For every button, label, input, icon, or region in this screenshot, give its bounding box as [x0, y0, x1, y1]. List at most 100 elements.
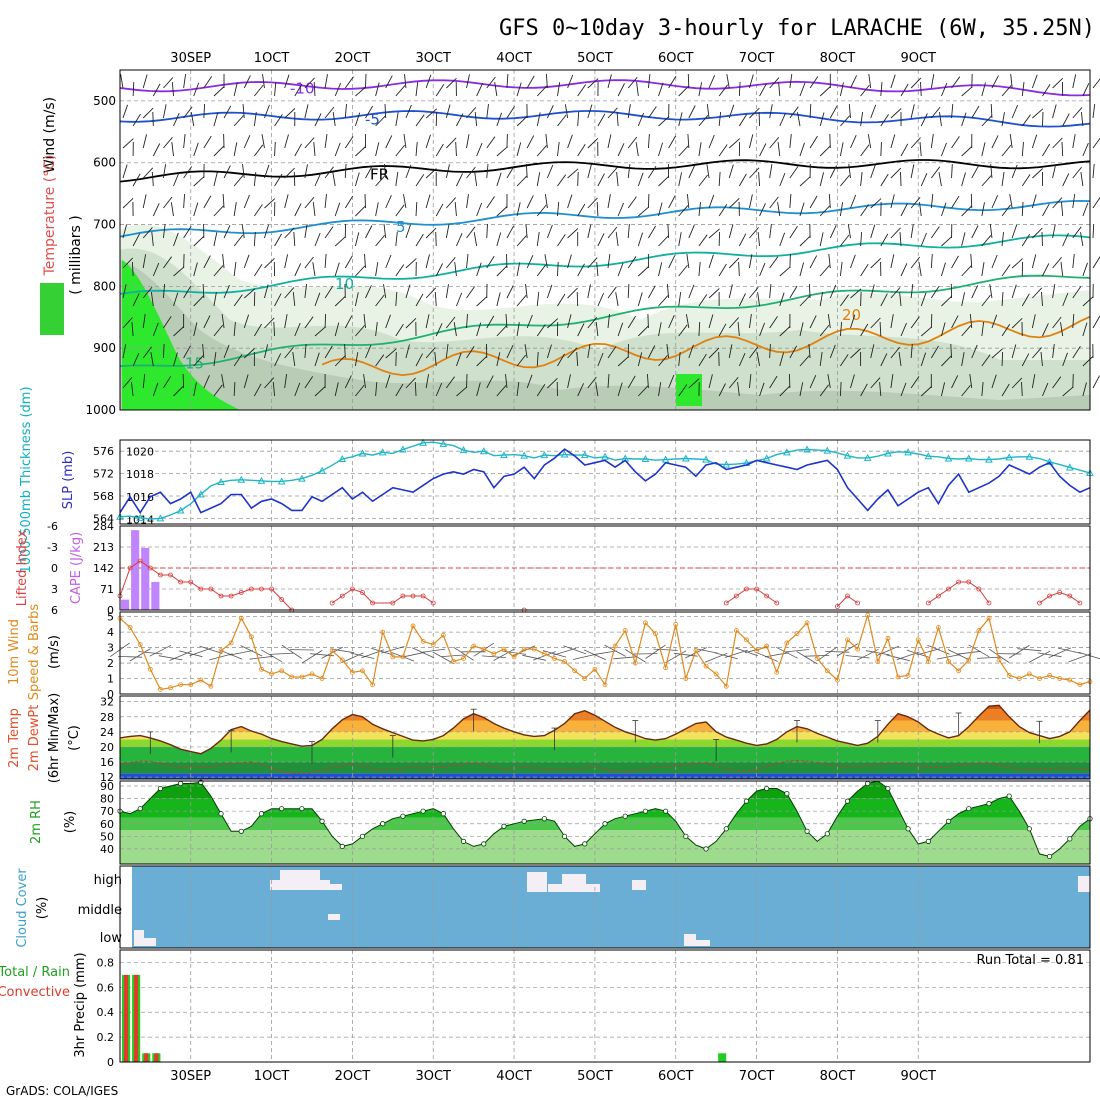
wind-barb [506, 345, 514, 359]
wind-barb [120, 74, 124, 89]
wind-barb [294, 143, 302, 157]
wind-barb [435, 84, 445, 97]
wind-barb [466, 107, 477, 119]
wind-barb [990, 103, 993, 119]
wind-barb [405, 258, 417, 269]
wind-barb [827, 374, 831, 389]
rh-point [319, 818, 325, 824]
wind-barb [799, 322, 804, 337]
wind-barb [728, 257, 740, 269]
temperature-fill-band [120, 739, 1090, 747]
wind-barb [334, 295, 346, 307]
y-tick-label: 3 [107, 642, 114, 655]
wind-speed-point [380, 629, 386, 635]
wind-speed-point [137, 642, 143, 647]
date-label: 8OCT [820, 1069, 856, 1084]
y-axis-label: (%) [63, 811, 78, 834]
wind-barb [355, 146, 366, 157]
wind-speed-point [925, 659, 931, 664]
wind-barb [122, 284, 127, 299]
lifted-index-point [744, 586, 749, 592]
wind-barb [526, 195, 534, 209]
wind-barb [1001, 172, 1005, 187]
y-tick-label: 0.2 [97, 1031, 115, 1044]
wind-barb [264, 344, 269, 359]
wind-barb [171, 142, 174, 157]
wind-barb [779, 352, 785, 367]
y-tick-label: 3 [51, 583, 58, 596]
wind-barb [749, 134, 754, 149]
wind-barb [920, 292, 927, 307]
wind-barb [476, 262, 482, 277]
wind-barb [880, 114, 889, 127]
wind-barb [1011, 317, 1023, 329]
wind-barb [163, 375, 172, 389]
wind-barb [1072, 166, 1082, 179]
wind-barb [415, 353, 423, 367]
wind-barb [456, 233, 463, 247]
wind-barb [163, 316, 172, 329]
lifted-index-point [936, 593, 941, 599]
wind-barb [870, 317, 881, 329]
wind-barb [769, 137, 780, 149]
wind-barb [607, 314, 610, 329]
wind-barb [203, 135, 212, 149]
wind-barb [179, 650, 203, 658]
wind-speed-point [723, 683, 729, 689]
rh-shading-mid [120, 248, 1090, 410]
wind-speed-point [360, 668, 365, 674]
wind-barb [666, 344, 670, 359]
rh-point [784, 790, 790, 797]
temperature-contour [119, 159, 1091, 183]
thickness-point [419, 438, 427, 446]
lifted-index-point [390, 600, 396, 606]
wind-barb [304, 376, 314, 389]
wind-barb [728, 104, 735, 119]
wind-barb [434, 352, 437, 367]
wind-barb [616, 172, 619, 187]
wind-barb [453, 322, 457, 337]
wind-barb [880, 233, 889, 247]
wind-barb [988, 648, 1010, 663]
thickness-point [1005, 453, 1014, 461]
y-tick-label: 1020 [126, 445, 154, 458]
y-tick-label: 24 [100, 726, 114, 739]
rh-point [339, 843, 345, 849]
cloud-background [132, 866, 1090, 948]
wind-barb [698, 262, 701, 277]
wind-barb [324, 286, 334, 299]
wind-barb [920, 386, 932, 397]
wind-barb [395, 383, 404, 397]
wind-barb [819, 352, 823, 367]
wind-speed-point [531, 646, 537, 652]
wind-barb [284, 346, 294, 359]
wind-barb [607, 134, 612, 149]
wind-barb [789, 226, 798, 239]
wind-barb [607, 346, 617, 359]
wind-barb [1042, 263, 1050, 277]
wind-speed-point [289, 674, 295, 680]
wind-barb [425, 134, 431, 149]
wind-barb [190, 112, 195, 127]
wind-barb [173, 326, 185, 337]
wind-barb [213, 145, 225, 157]
wind-barb [375, 382, 378, 397]
thickness-point [318, 466, 326, 474]
slp-series-line [119, 448, 1091, 515]
temperature-fill-band [120, 746, 1090, 763]
wind-barb [647, 133, 650, 149]
rh-point [359, 833, 366, 839]
lifted-index-point [178, 579, 184, 585]
lifted-index-point [147, 565, 153, 571]
wind-barb [375, 294, 385, 307]
wind-barb [522, 654, 547, 661]
wind-barb [365, 73, 367, 89]
thickness-point [378, 448, 387, 456]
wind-barb [860, 383, 868, 397]
wind-barb [1021, 82, 1025, 97]
wind-barb [850, 374, 855, 389]
wind-speed-point [248, 634, 254, 640]
wind-barb [173, 266, 185, 277]
wind-barb [789, 253, 791, 269]
wind-barb [860, 144, 870, 157]
